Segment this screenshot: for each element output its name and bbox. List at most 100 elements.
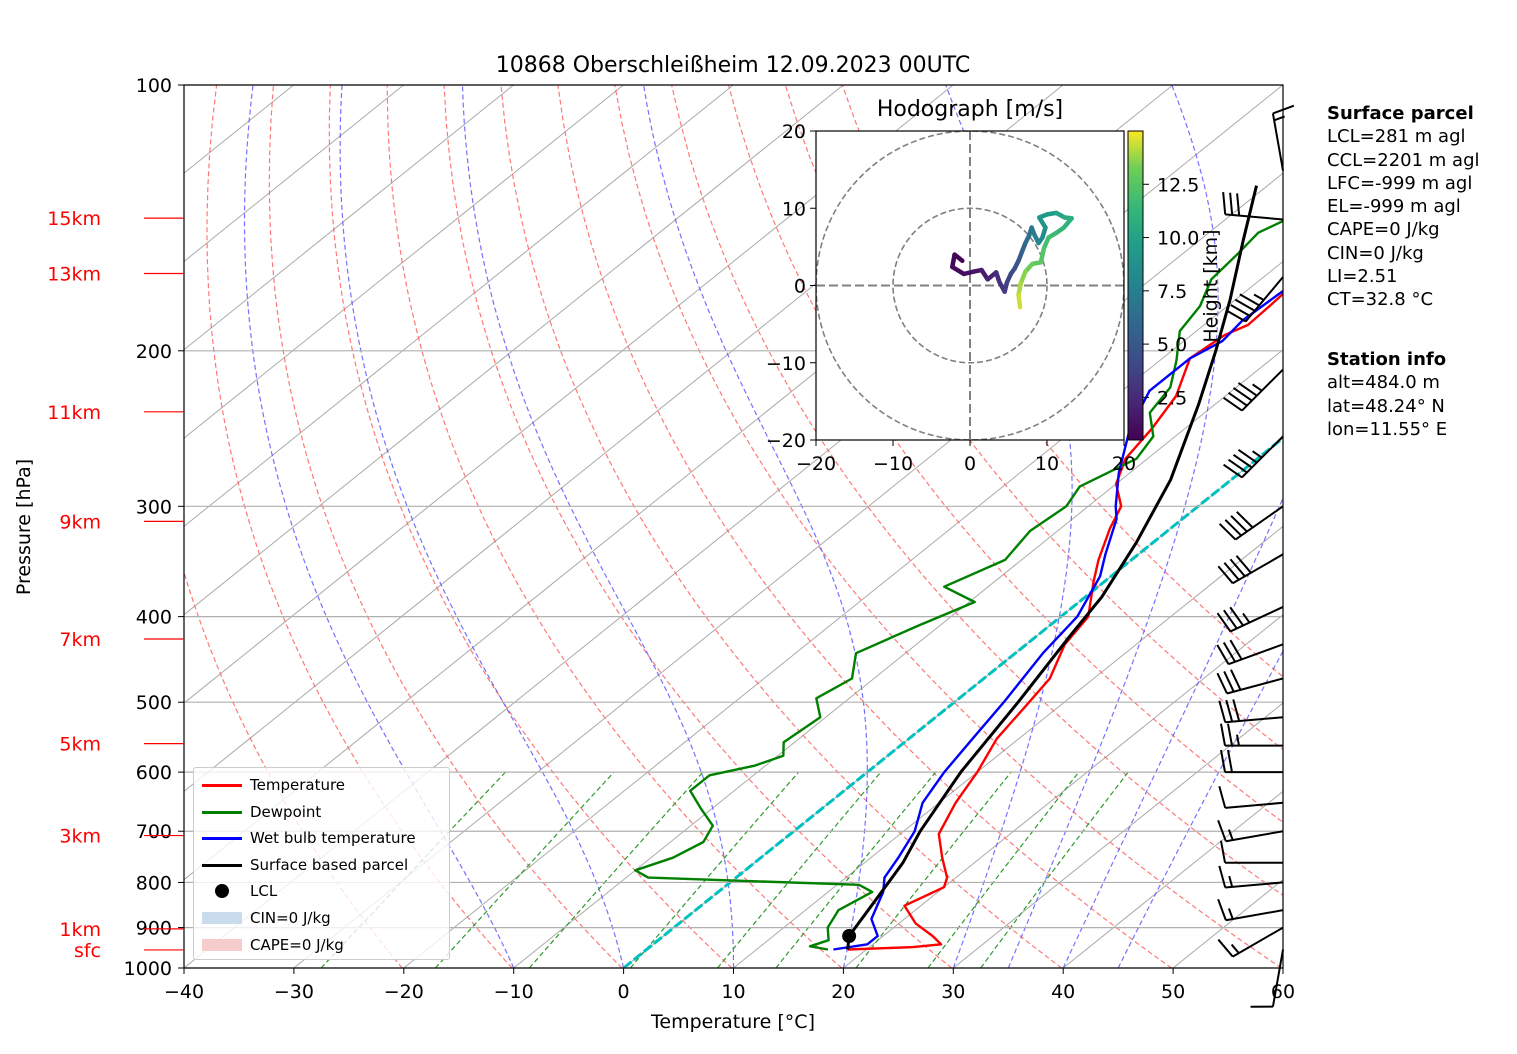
mixing-ratio-line <box>528 771 704 968</box>
isotherm <box>1062 790 1283 968</box>
barb-half-flag <box>1252 383 1263 392</box>
barb-staff <box>1225 830 1284 843</box>
moist-adiabat <box>1117 649 1283 968</box>
legend-entry: LCL <box>194 880 449 902</box>
y-tick-label: 700 <box>136 821 172 843</box>
barb-half-flag <box>1227 829 1234 841</box>
barb-half-flag <box>1253 293 1265 301</box>
wind-barb <box>1216 639 1284 666</box>
hodograph-y-tick-label: 10 <box>782 198 806 220</box>
mixing-ratio-line <box>775 771 937 968</box>
wind-barb <box>1220 840 1283 864</box>
isotherm <box>184 85 404 263</box>
barb-flag <box>1229 606 1244 627</box>
barb-half-flag <box>1252 450 1263 459</box>
mixing-ratio-line <box>434 771 615 968</box>
legend-entry: Dewpoint <box>194 801 449 823</box>
dry-adiabat <box>206 85 513 968</box>
x-tick-label: 10 <box>721 981 745 1003</box>
x-tick-label: −40 <box>164 981 204 1003</box>
barb-staff <box>1228 643 1284 666</box>
x-axis: −40 −30 −20 −10 0 10 20 30 40 50 60 <box>164 968 1295 1003</box>
lcl-marker <box>842 929 857 944</box>
legend-symbol <box>202 830 242 846</box>
barb-staff <box>1232 926 1284 958</box>
barb-staff <box>1271 949 1284 1007</box>
legend-entry: Temperature <box>194 774 449 796</box>
barb-flag <box>1225 309 1247 323</box>
hodograph-segment <box>1016 292 1023 310</box>
legend-symbol <box>202 937 242 953</box>
barb-flag <box>1223 463 1243 479</box>
moist-adiabat <box>643 85 868 968</box>
mixing-ratio-line <box>629 771 800 968</box>
colorbar <box>1127 130 1144 441</box>
hodograph-y-tick-label: −20 <box>766 430 806 452</box>
station-info-line: alt=484.0 m <box>1327 372 1440 394</box>
barb-half-flag <box>1242 612 1251 624</box>
surface-parcel-line: CIN=0 J/kg <box>1327 242 1424 264</box>
moist-adiabat <box>339 85 625 968</box>
hodograph-ring <box>892 207 1048 364</box>
wind-barb <box>1222 192 1284 221</box>
barb-flag <box>1229 558 1246 577</box>
surface-parcel-line: CAPE=0 J/kg <box>1327 219 1440 241</box>
barb-staff <box>1232 553 1284 585</box>
dry-adiabat <box>500 85 1062 968</box>
barb-flag <box>1222 641 1236 663</box>
hodograph-y-tick-label: 20 <box>782 121 806 143</box>
dry-adiabat <box>184 570 403 968</box>
surface-parcel-line: LFC=-999 m agl <box>1327 172 1473 194</box>
surface-parcel-line: LCL=281 m agl <box>1327 126 1466 148</box>
barb-half-flag <box>1228 875 1234 888</box>
hodograph-y-tick-label: 0 <box>794 276 806 298</box>
mixing-ratio-line <box>717 771 882 968</box>
y-tick-label: 1000 <box>124 958 172 980</box>
barb-staff <box>1234 505 1284 541</box>
hodograph-x-tick-label: −20 <box>796 453 836 475</box>
isotherm <box>513 349 1283 968</box>
barb-flag <box>1224 519 1242 537</box>
wind-barb <box>1218 865 1284 889</box>
colorbar-tick-label: 10.0 <box>1157 228 1199 250</box>
hodograph-segment <box>1038 246 1047 265</box>
legend-entry: Surface based parcel <box>194 854 449 876</box>
barb-flag <box>1216 672 1228 694</box>
moist-adiabat <box>1007 85 1219 968</box>
barb-half-flag <box>1236 734 1240 746</box>
height-label: sfc <box>74 940 101 962</box>
barb-flag <box>1217 565 1234 584</box>
barb-flag <box>1223 609 1238 630</box>
legend-symbol <box>202 883 242 899</box>
wind-barbs <box>1216 104 1295 1008</box>
barb-flag <box>1232 699 1241 722</box>
height-label: 15km <box>47 208 101 230</box>
wind-barb <box>1217 898 1284 922</box>
x-tick-label: 30 <box>941 981 965 1003</box>
wind-barb <box>1217 553 1284 585</box>
barb-flag <box>1216 644 1230 665</box>
moist-adiabat <box>1062 496 1283 968</box>
barb-flag <box>1227 392 1248 407</box>
hodograph: −20 −10 0 10 20 −20 −10 0 10 20 Hodograph [m/s] 2… <box>766 97 1222 475</box>
barb-flag <box>1237 382 1258 397</box>
barb-flag <box>1239 293 1260 307</box>
y-tick-label: 100 <box>136 75 172 97</box>
surface-parcel-line: LI=2.51 <box>1327 266 1398 288</box>
legend: Temperature Dewpoint Wet bulb temperature S… <box>193 767 450 960</box>
barb-half-flag <box>1227 908 1234 920</box>
legend-symbol <box>202 777 242 793</box>
barb-flag <box>1229 639 1243 660</box>
legend-label: Surface based parcel <box>250 855 409 874</box>
y-tick-label: 300 <box>136 496 172 518</box>
wind-barb <box>1250 949 1284 1008</box>
height-label: 13km <box>47 264 101 286</box>
colorbar-tick-label: 5.0 <box>1157 334 1187 356</box>
barb-flag <box>1217 819 1227 842</box>
isotherm <box>184 85 734 528</box>
profiles <box>634 185 1283 951</box>
y-tick-label: 400 <box>136 607 172 629</box>
barb-flag <box>1218 523 1237 541</box>
y-tick-label: 200 <box>136 341 172 363</box>
